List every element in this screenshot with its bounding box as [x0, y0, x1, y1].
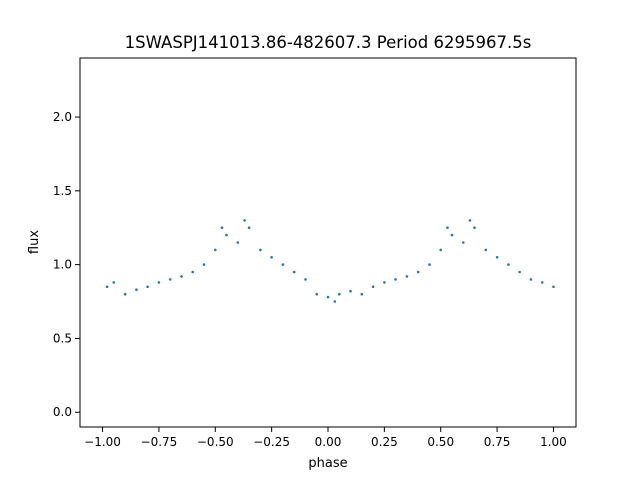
data-point	[191, 270, 194, 274]
data-point	[428, 263, 431, 266]
data-point	[112, 281, 116, 284]
x-tick-label: −0.25	[253, 435, 290, 449]
x-tick-label: −0.75	[141, 435, 178, 449]
data-point	[360, 292, 364, 296]
data-point	[259, 248, 262, 252]
data-point	[416, 270, 420, 274]
data-point	[450, 233, 454, 237]
data-point	[247, 226, 251, 229]
data-point	[462, 241, 465, 244]
data-point	[168, 278, 172, 281]
y-axis-label: flux	[27, 230, 42, 254]
x-axis-label: phase	[308, 456, 347, 471]
data-point	[135, 288, 138, 292]
x-tick-label: −0.50	[197, 435, 234, 449]
data-point	[518, 270, 521, 274]
data-point	[495, 255, 499, 259]
data-point	[333, 300, 337, 303]
data-point	[220, 226, 224, 229]
data-point	[292, 270, 296, 274]
x-tick-label: 1.00	[540, 435, 567, 449]
data-point	[484, 248, 488, 252]
data-point	[146, 285, 149, 289]
x-tick-label: −1.00	[84, 435, 121, 449]
data-point	[304, 278, 307, 281]
data-point	[446, 226, 449, 229]
x-axis-ticks: −1.00 −0.75 −0.50 −0.25 0.00 0.25 0.50 0.75 1.00	[84, 427, 567, 449]
y-tick-label: 2.0	[53, 110, 72, 124]
x-tick-label: 0.00	[315, 435, 342, 449]
data-point	[405, 275, 409, 278]
data-point	[236, 241, 240, 244]
y-tick-label: 0.0	[53, 405, 72, 419]
data-point	[383, 281, 386, 284]
data-point	[202, 263, 206, 266]
data-point	[338, 292, 341, 296]
data-point	[371, 285, 375, 289]
data-point	[349, 289, 352, 293]
data-point	[123, 292, 127, 296]
data-point	[507, 263, 510, 266]
data-point	[552, 285, 555, 289]
x-tick-label: 0.25	[371, 435, 398, 449]
y-tick-label: 1.5	[53, 184, 72, 198]
data-point	[157, 281, 161, 284]
data-point	[214, 248, 217, 252]
data-point	[105, 285, 109, 289]
data-point	[529, 278, 533, 281]
chart-title: 1SWASPJ141013.86-482607.3 Period 6295967…	[125, 33, 532, 52]
data-point	[394, 278, 397, 281]
x-tick-label: 0.50	[427, 435, 454, 449]
x-tick-label: 0.75	[484, 435, 511, 449]
data-point	[281, 263, 285, 266]
data-point	[326, 295, 330, 299]
data-point	[225, 233, 228, 237]
data-point	[468, 219, 472, 222]
y-tick-label: 1.0	[53, 258, 72, 272]
data-point	[270, 255, 273, 259]
data-point	[473, 226, 476, 229]
data-point	[243, 219, 246, 222]
y-tick-label: 0.5	[53, 331, 72, 345]
scatter-points	[105, 219, 555, 303]
data-point	[439, 248, 443, 252]
data-point	[180, 275, 183, 278]
data-point	[315, 292, 319, 296]
data-point	[540, 281, 544, 284]
y-axis-ticks: 0.0 0.5 1.0 1.5 2.0	[53, 110, 80, 419]
